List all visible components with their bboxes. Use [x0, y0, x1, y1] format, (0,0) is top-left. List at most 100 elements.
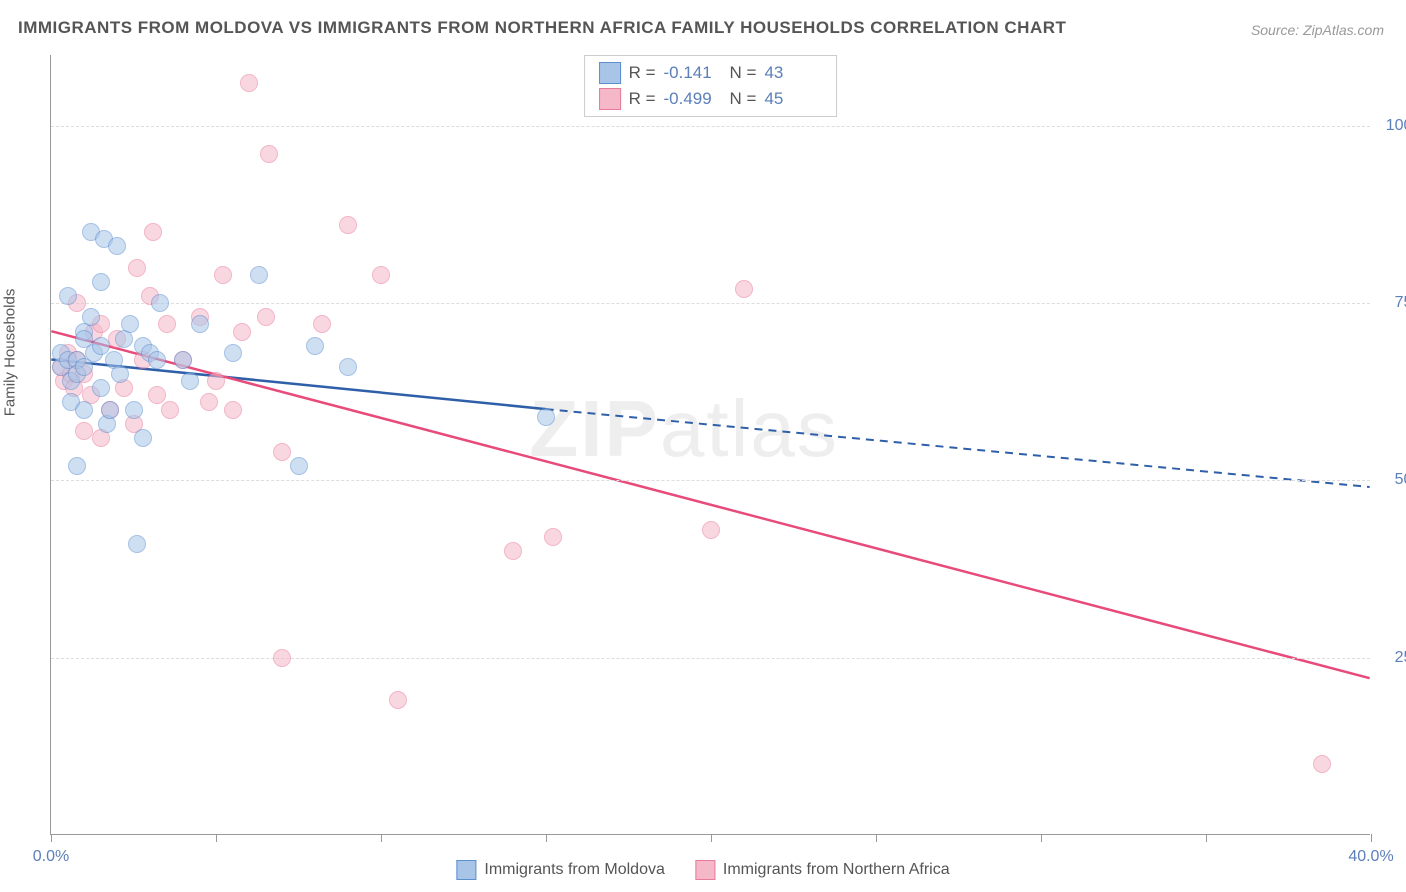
- data-point: [1313, 755, 1331, 773]
- y-tick-label: 25.0%: [1380, 649, 1406, 667]
- data-point: [207, 372, 225, 390]
- r-label: R =: [629, 89, 656, 109]
- r-label: R =: [629, 63, 656, 83]
- data-point: [224, 401, 242, 419]
- r-value-moldova: -0.141: [664, 63, 722, 83]
- x-tick: [711, 834, 712, 842]
- trend-lines-layer: [51, 55, 1370, 834]
- n-value-nafrica: 45: [764, 89, 822, 109]
- data-point: [339, 216, 357, 234]
- data-point: [306, 337, 324, 355]
- data-point: [92, 379, 110, 397]
- data-point: [240, 74, 258, 92]
- data-point: [389, 691, 407, 709]
- y-tick-label: 75.0%: [1380, 294, 1406, 312]
- data-point: [158, 315, 176, 333]
- data-point: [148, 386, 166, 404]
- chart-title: IMMIGRANTS FROM MOLDOVA VS IMMIGRANTS FR…: [18, 18, 1066, 38]
- trend-line-dashed: [546, 409, 1370, 487]
- data-point: [224, 344, 242, 362]
- x-tick: [216, 834, 217, 842]
- x-tick: [876, 834, 877, 842]
- data-point: [537, 408, 555, 426]
- data-point: [75, 422, 93, 440]
- correlation-legend: R = -0.141 N = 43 R = -0.499 N = 45: [584, 55, 838, 117]
- gridline-h: [51, 480, 1370, 481]
- r-value-nafrica: -0.499: [664, 89, 722, 109]
- data-point: [128, 535, 146, 553]
- data-point: [544, 528, 562, 546]
- x-tick-label: 0.0%: [33, 848, 69, 866]
- data-point: [111, 365, 129, 383]
- data-point: [702, 521, 720, 539]
- x-tick-label: 40.0%: [1348, 848, 1393, 866]
- data-point: [151, 294, 169, 312]
- watermark-thin: atlas: [660, 384, 839, 473]
- data-point: [68, 457, 86, 475]
- y-tick-label: 50.0%: [1380, 471, 1406, 489]
- data-point: [372, 266, 390, 284]
- y-axis-label: Family Households: [2, 289, 19, 417]
- source-attribution: Source: ZipAtlas.com: [1251, 22, 1384, 38]
- y-tick-label: 100.0%: [1380, 117, 1406, 135]
- data-point: [257, 308, 275, 326]
- data-point: [128, 259, 146, 277]
- x-tick: [1371, 834, 1372, 842]
- data-point: [121, 315, 139, 333]
- x-tick: [381, 834, 382, 842]
- data-point: [101, 401, 119, 419]
- gridline-h: [51, 658, 1370, 659]
- gridline-h: [51, 126, 1370, 127]
- plot-area: ZIPatlas R = -0.141 N = 43 R = -0.499 N …: [50, 55, 1370, 835]
- x-tick: [1206, 834, 1207, 842]
- legend-swatch-nafrica: [599, 88, 621, 110]
- bottom-legend: Immigrants from Moldova Immigrants from …: [456, 860, 949, 880]
- data-point: [144, 223, 162, 241]
- data-point: [108, 237, 126, 255]
- data-point: [735, 280, 753, 298]
- data-point: [250, 266, 268, 284]
- data-point: [290, 457, 308, 475]
- data-point: [148, 351, 166, 369]
- chart-container: IMMIGRANTS FROM MOLDOVA VS IMMIGRANTS FR…: [0, 0, 1406, 892]
- legend-row-moldova: R = -0.141 N = 43: [599, 60, 823, 86]
- data-point: [504, 542, 522, 560]
- n-label: N =: [730, 63, 757, 83]
- data-point: [214, 266, 232, 284]
- x-tick: [51, 834, 52, 842]
- bottom-label-nafrica: Immigrants from Northern Africa: [723, 861, 950, 879]
- legend-swatch-moldova: [599, 62, 621, 84]
- data-point: [260, 145, 278, 163]
- data-point: [75, 401, 93, 419]
- watermark-bold: ZIP: [529, 384, 659, 473]
- trend-line: [51, 331, 1369, 678]
- data-point: [233, 323, 251, 341]
- data-point: [181, 372, 199, 390]
- n-label: N =: [730, 89, 757, 109]
- watermark: ZIPatlas: [529, 383, 838, 475]
- bottom-legend-item-moldova: Immigrants from Moldova: [456, 860, 665, 880]
- data-point: [125, 401, 143, 419]
- n-value-moldova: 43: [764, 63, 822, 83]
- bottom-legend-item-nafrica: Immigrants from Northern Africa: [695, 860, 950, 880]
- data-point: [92, 273, 110, 291]
- bottom-swatch-nafrica: [695, 860, 715, 880]
- data-point: [82, 308, 100, 326]
- data-point: [273, 443, 291, 461]
- bottom-swatch-moldova: [456, 860, 476, 880]
- data-point: [200, 393, 218, 411]
- data-point: [191, 315, 209, 333]
- legend-row-nafrica: R = -0.499 N = 45: [599, 86, 823, 112]
- data-point: [92, 337, 110, 355]
- x-tick: [546, 834, 547, 842]
- data-point: [174, 351, 192, 369]
- data-point: [161, 401, 179, 419]
- data-point: [134, 429, 152, 447]
- bottom-label-moldova: Immigrants from Moldova: [484, 861, 665, 879]
- x-tick: [1041, 834, 1042, 842]
- data-point: [273, 649, 291, 667]
- data-point: [339, 358, 357, 376]
- data-point: [59, 287, 77, 305]
- gridline-h: [51, 303, 1370, 304]
- data-point: [313, 315, 331, 333]
